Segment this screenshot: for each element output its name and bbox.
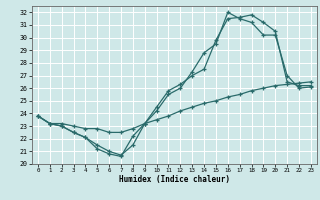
X-axis label: Humidex (Indice chaleur): Humidex (Indice chaleur) xyxy=(119,175,230,184)
